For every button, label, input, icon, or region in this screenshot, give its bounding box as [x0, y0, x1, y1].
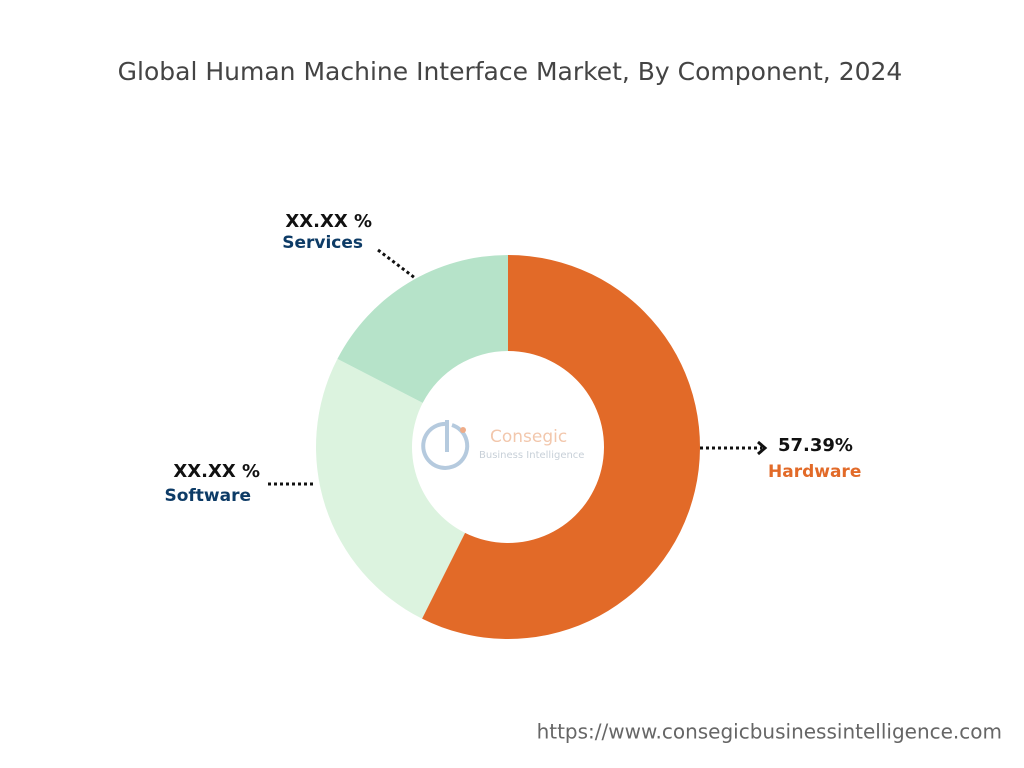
donut-segment [422, 255, 700, 639]
value-label: XX.XX % [285, 211, 372, 232]
donut-segment [337, 255, 508, 403]
chart-title: Global Human Machine Interface Market, B… [118, 57, 903, 86]
watermark-tagline: Business Intelligence [479, 450, 584, 461]
leader-arrow [757, 440, 768, 456]
logo-dot [460, 427, 466, 433]
donut-segment [315, 358, 466, 619]
logo-ring [421, 421, 470, 470]
value-label: 57.39% [778, 435, 853, 456]
watermark-name: Consegic [490, 427, 567, 447]
category-label: Services [282, 233, 363, 253]
value-label: XX.XX % [173, 461, 260, 482]
leader-line [377, 248, 416, 280]
category-label: Hardware [768, 462, 861, 482]
footer-url: https://www.consegicbusinessintelligence… [537, 720, 1002, 744]
watermark: Consegic Business Intelligence [421, 420, 584, 470]
category-label: Software [164, 486, 251, 506]
donut [315, 255, 700, 639]
